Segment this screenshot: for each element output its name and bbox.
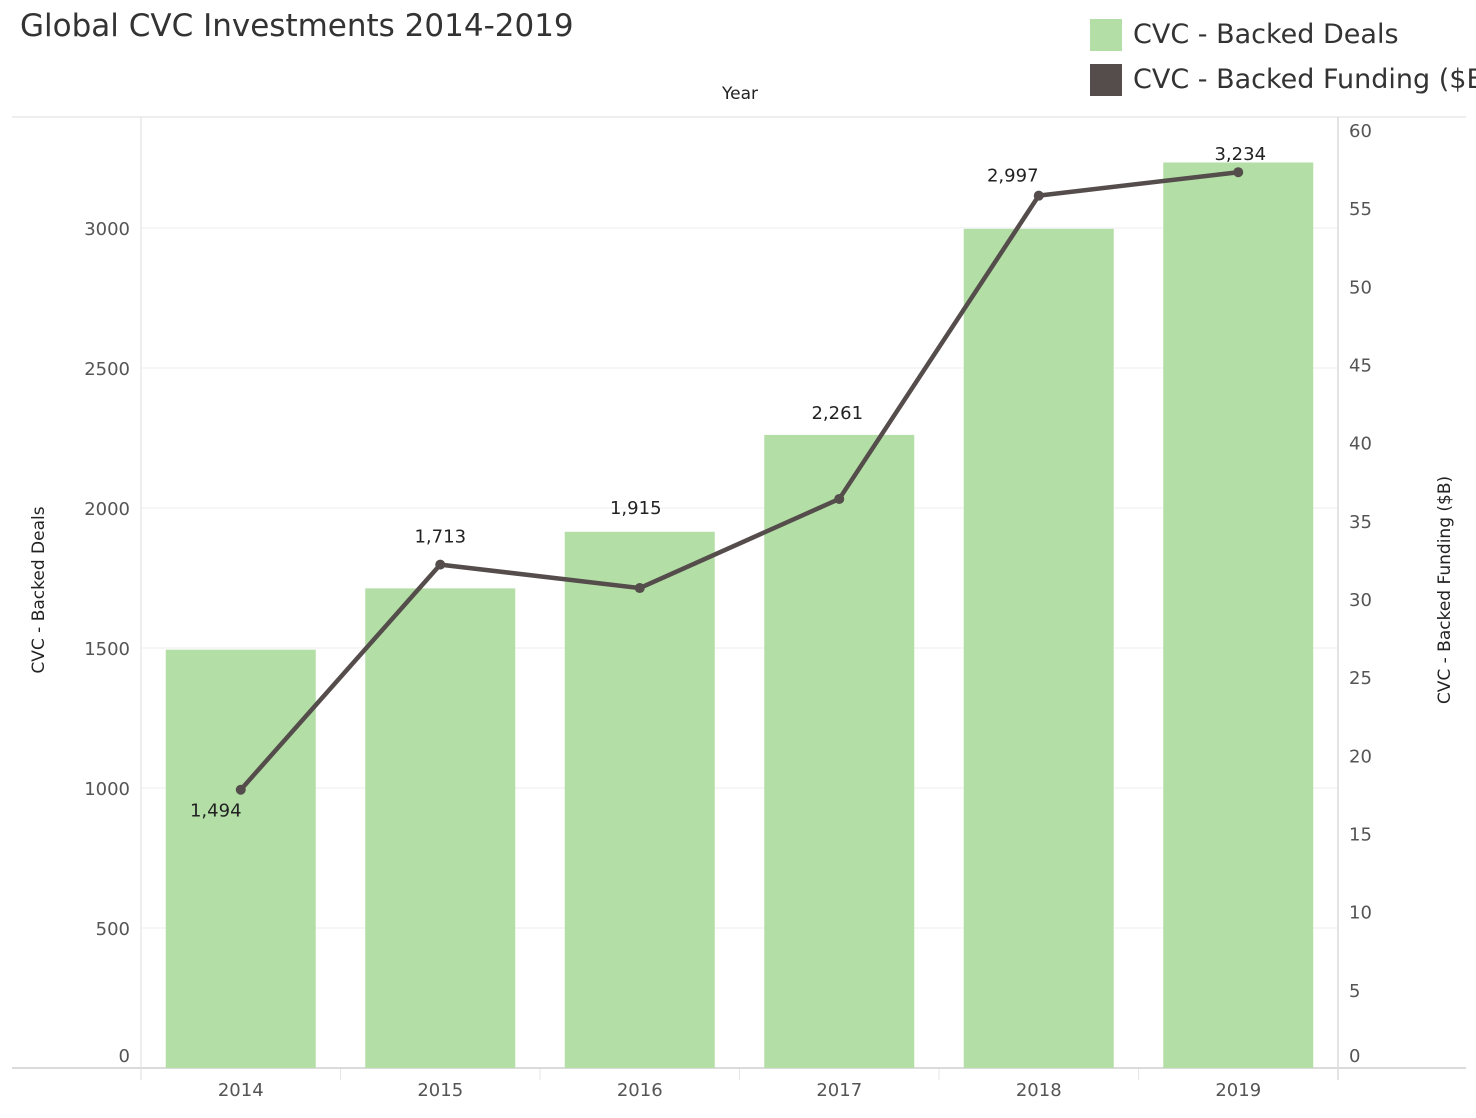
- data-label-2019: 3,234: [1214, 144, 1266, 165]
- y2-tick-label: 55: [1349, 199, 1372, 220]
- legend-label-deals: CVC - Backed Deals: [1133, 19, 1399, 50]
- data-labels: 1,494 1,713 1,915 2,261 2,997 3,234: [190, 144, 1266, 822]
- y2-tick-label: 5: [1349, 981, 1360, 1002]
- data-label-2016: 1,915: [610, 498, 662, 519]
- y2-axis-title: CVC - Backed Funding ($B): [1435, 476, 1455, 704]
- bar-2016: [564, 531, 715, 1068]
- funding-point-2018: [1033, 190, 1044, 201]
- y2-tick-label: 60: [1349, 121, 1372, 142]
- y2-tick-label: 35: [1349, 512, 1372, 533]
- y-tick-label: 3000: [84, 219, 130, 240]
- bar-2014: [165, 649, 316, 1068]
- bar-series: [165, 162, 1314, 1069]
- legend-swatch-funding: [1090, 63, 1122, 96]
- data-label-2018: 2,997: [987, 166, 1039, 187]
- data-label-2014: 1,494: [190, 801, 242, 822]
- x-tick-label: 2015: [417, 1080, 463, 1101]
- y-axis-title: CVC - Backed Deals: [29, 506, 49, 673]
- data-label-2015: 1,713: [414, 527, 466, 548]
- legend-label-funding: CVC - Backed Funding ($B): [1133, 64, 1476, 95]
- legend-swatch-deals: [1090, 18, 1122, 51]
- line-series: [235, 167, 1244, 795]
- funding-line: [239, 169, 1239, 792]
- data-label-2017: 2,261: [811, 403, 863, 424]
- x-tick-label: 2017: [816, 1080, 862, 1101]
- y2-tick-label: 30: [1349, 590, 1372, 611]
- y-tick-label: 2500: [84, 359, 130, 380]
- gridlines: [141, 227, 1338, 1080]
- x-tick-label: 2018: [1016, 1080, 1062, 1101]
- funding-point-2019: [1233, 167, 1244, 178]
- x-axis-title: Year: [721, 84, 758, 104]
- funding-point-2016: [634, 583, 645, 594]
- y-tick-label: 2000: [84, 499, 130, 520]
- bar-2015: [365, 588, 516, 1068]
- x-tick-label: 2016: [617, 1080, 663, 1101]
- legend-item-funding[interactable]: CVC - Backed Funding ($B): [1090, 57, 1476, 102]
- y2-tick-label: 40: [1349, 434, 1372, 455]
- bar-2018: [963, 228, 1114, 1069]
- legend: CVC - Backed Deals CVC - Backed Funding …: [1090, 12, 1476, 102]
- y2-tick-label: 50: [1349, 277, 1372, 298]
- x-tick-label: 2014: [218, 1080, 264, 1101]
- funding-point-2015: [435, 559, 446, 570]
- y2-tick-label: 10: [1349, 903, 1372, 924]
- axes: 0 500 1000 1500 2000 2500 3000 0 5 10 15 20 25 30 35 40…: [29, 84, 1455, 1101]
- y2-tick-label: 45: [1349, 356, 1372, 377]
- chart-title: Global CVC Investments 2014-2019: [20, 8, 574, 44]
- y-tick-label: 500: [96, 919, 130, 940]
- funding-point-2014: [235, 784, 246, 795]
- y-tick-label: 1500: [84, 639, 130, 660]
- y2-tick-label: 0: [1349, 1046, 1360, 1067]
- bar-2017: [764, 434, 915, 1068]
- funding-point-2017: [834, 493, 845, 504]
- y2-tick-label: 15: [1349, 825, 1372, 846]
- y-tick-label: 1000: [84, 779, 130, 800]
- y2-tick-label: 20: [1349, 746, 1372, 767]
- bar-2019: [1163, 162, 1314, 1069]
- y2-tick-label: 25: [1349, 668, 1372, 689]
- x-tick-label: 2019: [1215, 1080, 1261, 1101]
- y-tick-label: 0: [119, 1046, 130, 1067]
- legend-item-deals[interactable]: CVC - Backed Deals: [1090, 12, 1476, 57]
